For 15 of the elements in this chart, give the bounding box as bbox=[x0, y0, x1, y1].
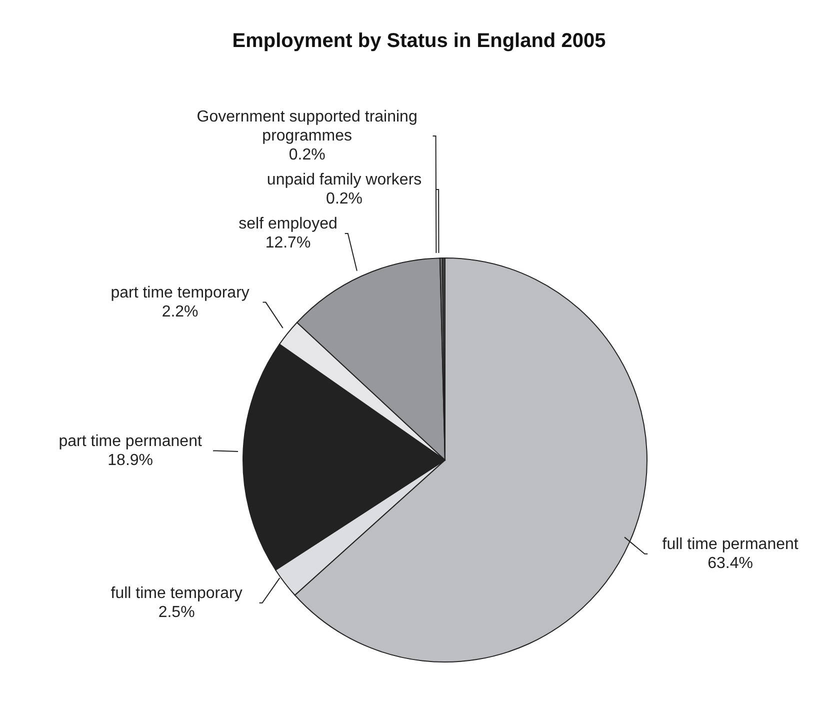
chart-title: Employment by Status in England 2005 bbox=[231, 30, 607, 53]
slice-label: part time permanent bbox=[58, 433, 202, 450]
data-label: 0.2% bbox=[326, 190, 363, 208]
data-label: 2.5% bbox=[158, 604, 195, 622]
data-label: 63.4% bbox=[708, 555, 754, 572]
slice-label: full time permanent bbox=[662, 536, 799, 554]
slice-label: self employed bbox=[238, 216, 338, 233]
slice-label: full time temporary bbox=[110, 585, 242, 602]
data-label: 0.2% bbox=[288, 146, 326, 164]
slice-label: Government supported training programmes bbox=[196, 108, 418, 145]
slice-label: part time temporary bbox=[110, 284, 250, 302]
data-label: 2.2% bbox=[162, 304, 198, 321]
data-label: 12.7% bbox=[265, 234, 311, 252]
data-label: 18.9% bbox=[108, 452, 154, 470]
slice-label: unpaid family workers bbox=[266, 172, 422, 189]
